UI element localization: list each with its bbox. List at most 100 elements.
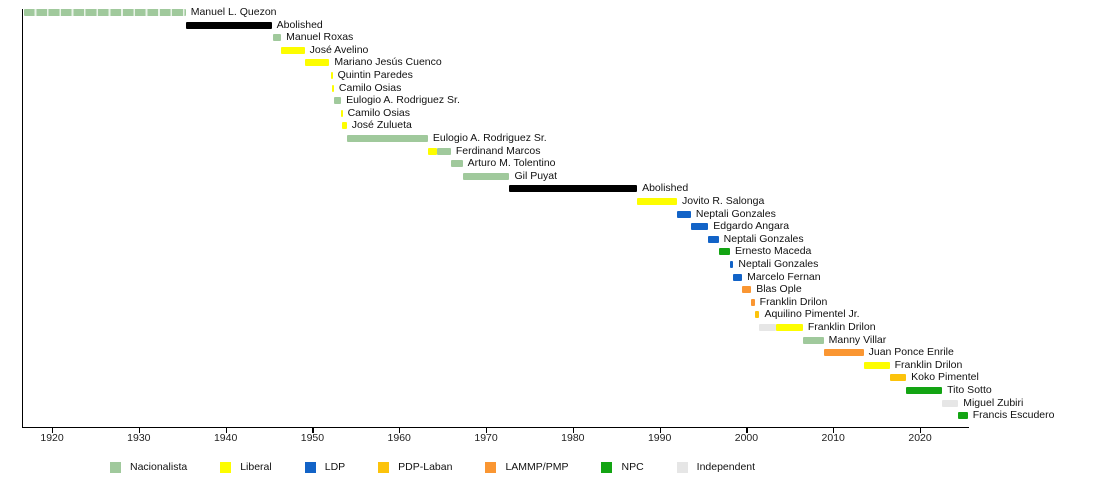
x-axis-tick-label: 1980 (561, 431, 585, 444)
bar-segment-lammp-pmp (742, 286, 752, 294)
timeline-row: Manuel L. Quezon (0, 6, 1100, 21)
bar-label: Eulogio A. Rodriguez Sr. (346, 94, 460, 107)
timeline-row: Franklin Drilon (0, 295, 1100, 311)
bar-label: Blas Ople (756, 283, 802, 296)
bar-label: Marcelo Fernan (747, 270, 821, 283)
x-axis-tick-label: 2020 (908, 431, 932, 444)
bar-segment-pdp-laban (754, 311, 760, 319)
x-axis-tick (746, 428, 748, 433)
bar-label: Aquilino Pimentel Jr. (764, 308, 860, 321)
bar-label: Camilo Osias (338, 81, 402, 94)
timeline-row: Quintin Paredes (0, 69, 1100, 84)
legend-item-npc: NPC (601, 461, 644, 473)
bar-segment-liberal (281, 46, 305, 54)
bar-label: Mariano Jesús Cuenco (334, 56, 442, 69)
bar-segment-liberal (775, 324, 803, 331)
timeline-row: Francis Escudero (0, 409, 1100, 424)
bar-segment-nacionalista (451, 160, 463, 168)
timeline-row: Abolished (0, 18, 1100, 34)
bar-label: Gil Puyat (514, 169, 558, 182)
legend-label: LDP (324, 461, 346, 473)
x-axis-tick (225, 428, 227, 433)
bar-label: Miguel Zubiri (963, 396, 1024, 409)
timeline-row: José Zulueta (0, 120, 1100, 134)
legend-item-nacionalista: Nacionalista (110, 461, 187, 473)
bar-segment-ldp (733, 273, 743, 281)
timeline-row: Franklin Drilon (0, 322, 1100, 336)
bar-segment-npc (718, 248, 730, 256)
legend-swatch (485, 461, 497, 473)
bar-label: Manny Villar (828, 333, 887, 346)
legend-swatch (676, 461, 688, 473)
timeline-row: Jovito R. Salonga (0, 196, 1100, 210)
bar-segment-liberal (863, 361, 890, 369)
timeline-row: Camilo Osias (0, 81, 1100, 97)
legend-label: Nacionalista (130, 461, 188, 473)
legend-swatch (601, 461, 613, 473)
bar-label: Abolished (276, 18, 323, 31)
bar-label: Koko Pimentel (911, 371, 979, 384)
bar-segment-ldp (676, 210, 691, 218)
legend: Nacionalista Liberal LDP PDP-Laban LAMMP/PMP… (110, 461, 755, 473)
x-axis-tick-label: 1950 (300, 431, 325, 444)
bar-label: Camilo Osias (347, 106, 410, 119)
bar-segment-nacionalista (272, 34, 282, 42)
bar-segment-liberal (304, 59, 330, 67)
bar-label: Neptali Gonzales (723, 232, 804, 245)
bar-label: Abolished (642, 182, 689, 195)
bar-segment-nacionalista (462, 172, 510, 180)
timeline-row: Neptali Gonzales (0, 232, 1100, 248)
y-axis-spine (22, 9, 24, 428)
bar-label: Quintin Paredes (337, 69, 413, 81)
timeline-row: Mariano Jesús Cuenco (0, 56, 1100, 71)
timeline-row: José Avelino (0, 44, 1100, 59)
x-axis-tick (399, 428, 401, 433)
bar-segment-liberal (332, 84, 334, 92)
bar-segment-independent (759, 324, 776, 331)
timeline-row: Tito Sotto (0, 385, 1100, 399)
legend-swatch (304, 461, 316, 473)
timeline-row: Ernesto Maceda (0, 245, 1100, 260)
bar-segment-liberal (331, 72, 333, 79)
legend-item-liberal: Liberal (220, 461, 272, 473)
timeline-row: Ferdinand Marcos (0, 145, 1100, 160)
bar-segment-nacionalista (24, 9, 186, 16)
bar-label: Ernesto Maceda (734, 245, 812, 258)
bar-segment-npc (958, 412, 968, 420)
timeline-row: Franklin Drilon (0, 358, 1100, 374)
x-axis-line (22, 427, 969, 429)
bar-segment-ldp (729, 261, 734, 268)
legend-item-lammp-pmp: LAMMP/PMP (485, 461, 568, 473)
timeline-row: Gil Puyat (0, 169, 1100, 185)
x-axis-tick-label: 1960 (387, 431, 411, 444)
x-axis-tick (659, 428, 661, 433)
bar-label: Manuel L. Quezon (190, 6, 277, 18)
timeline-row: Eulogio A. Rodriguez Sr. (0, 133, 1100, 147)
x-axis-tick (138, 428, 141, 433)
legend-item-pdp-laban: PDP-Laban (378, 461, 452, 473)
timeline-row: Juan Ponce Enrile (0, 347, 1100, 361)
x-axis-tick-label: 1970 (474, 431, 498, 444)
legend-label: Independent (696, 461, 756, 473)
bar-label: Franklin Drilon (759, 295, 828, 308)
x-axis-tick (312, 428, 314, 433)
legend-label: PDP-Laban (398, 461, 453, 473)
bar-segment-abolished (185, 21, 272, 29)
timeline-row: Blas Ople (0, 283, 1100, 298)
timeline-row: Abolished (0, 182, 1100, 197)
legend-label: Liberal (240, 461, 272, 473)
bar-segment-npc (906, 387, 943, 394)
bar-segment-nacionalista (346, 135, 428, 142)
bar-segment-nacionalista (802, 336, 824, 344)
x-axis-tick-label: 2000 (734, 431, 759, 444)
x-axis-tick-label: 1930 (127, 431, 151, 444)
timeline-row: Arturo M. Tolentino (0, 157, 1100, 172)
bar-label: Franklin Drilon (894, 358, 963, 371)
bar-segment-lammp-pmp (823, 349, 864, 357)
timeline-row: Edgardo Angara (0, 221, 1100, 235)
bar-label: Arturo M. Tolentino (467, 157, 556, 170)
legend-item-independent: Independent (676, 461, 756, 473)
bar-label: Francis Escudero (972, 409, 1055, 422)
timeline-row: Marcelo Fernan (0, 270, 1100, 286)
